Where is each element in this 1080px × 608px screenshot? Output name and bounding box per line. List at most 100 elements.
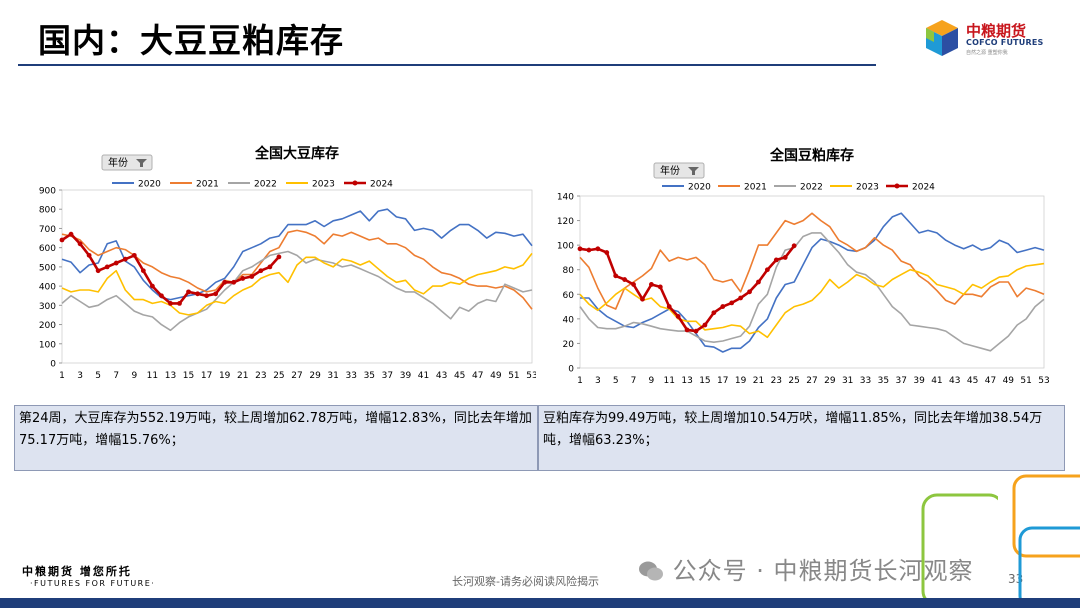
year-filter-label: 年份 [108, 156, 128, 169]
logo-brand-en: COFCO FUTURES [966, 38, 1044, 47]
company-logo: 中粮期货 COFCO FUTURES 自然之源 重塑你我 [922, 18, 1052, 62]
legend-label: 2024 [370, 180, 393, 190]
plot-area [61, 189, 533, 364]
x-tick-label: 29 [824, 376, 836, 386]
data-point-2024 [276, 254, 282, 260]
y-tick-label: 0 [50, 360, 56, 370]
x-tick-label: 9 [131, 371, 137, 381]
x-tick-label: 25 [788, 376, 799, 386]
x-tick-label: 43 [436, 371, 447, 381]
legend-label: 2020 [138, 180, 161, 190]
x-tick-label: 23 [255, 371, 266, 381]
x-tick-label: 1 [59, 371, 65, 381]
y-tick-label: 200 [39, 321, 56, 331]
y-tick-label: 700 [39, 225, 56, 235]
year-filter-label: 年份 [660, 164, 680, 177]
data-point-2024 [675, 314, 681, 319]
x-tick-label: 17 [201, 371, 212, 381]
x-tick-label: 39 [400, 371, 412, 381]
data-point-2024 [249, 274, 255, 279]
legend-label: 2022 [800, 183, 823, 193]
series-line-2020 [580, 212, 1045, 353]
x-tick-label: 23 [771, 376, 782, 386]
legend-item: 2023 [286, 180, 335, 190]
x-tick-label: 47 [985, 376, 996, 386]
soymeal-inventory-chart: 全国豆粕库存 年份 2020 2021 2022 2023 2024 0 20 40 60 80 100… [540, 130, 1062, 405]
x-tick-label: 31 [327, 371, 338, 381]
x-tick-label: 7 [631, 376, 637, 386]
footer-bar [0, 598, 1080, 608]
y-tick-label: 900 [39, 187, 56, 197]
year-filter-button[interactable]: 年份 [653, 162, 705, 179]
x-tick-label: 7 [113, 371, 119, 381]
decorative-corner-graphic-2 [1012, 474, 1080, 602]
legend-item: 2022 [228, 180, 277, 190]
y-tick-label: 40 [563, 315, 575, 325]
data-point-2024 [702, 322, 708, 328]
data-point-2024 [791, 243, 797, 249]
data-point-2024 [222, 279, 228, 285]
legend-item: 2020 [662, 183, 711, 193]
y-tick-label: 120 [557, 217, 574, 227]
data-point-2024 [747, 289, 752, 295]
data-point-2024 [773, 257, 779, 263]
soymeal-note: 豆粕库存为99.49万吨，较上周增加10.54万吠，增幅11.85%，同比去年增… [538, 405, 1065, 471]
x-tick-label: 27 [291, 371, 302, 381]
legend-item: 2022 [774, 183, 823, 193]
year-filter-button[interactable]: 年份 [101, 154, 153, 171]
legend-label: 2024 [912, 183, 935, 193]
series-line-2023 [579, 262, 1045, 339]
x-tick-label: 45 [967, 376, 978, 386]
legend-item: 2024 [344, 180, 393, 190]
data-point-2024 [693, 328, 699, 334]
page-title: 国内：大豆豆粕库存 [38, 21, 344, 60]
data-point-2024 [149, 283, 155, 289]
x-tick-label: 47 [472, 371, 483, 381]
series-line-2021 [579, 212, 1045, 310]
footer-brand: 中粮期货 增您所托 [22, 565, 132, 578]
series-line-2021 [61, 229, 533, 310]
x-tick-label: 3 [595, 376, 601, 386]
data-point-2024 [711, 310, 717, 316]
y-tick-label: 800 [39, 206, 56, 216]
x-tick-label: 37 [382, 371, 393, 381]
soybean-inventory-chart: 全国大豆库存 年份 2020 2021 2022 2023 2024 0 100 200 300 40… [14, 130, 536, 405]
data-point-2024 [113, 260, 119, 266]
decorative-corner-graphic [921, 493, 998, 600]
x-tick-label: 21 [753, 376, 764, 386]
x-tick-label: 13 [681, 376, 692, 386]
y-tick-label: 0 [568, 365, 574, 375]
x-tick-label: 9 [649, 376, 655, 386]
x-tick-label: 43 [949, 376, 960, 386]
title-divider [18, 64, 876, 66]
data-point-2024 [595, 246, 601, 252]
data-point-2024 [59, 237, 65, 243]
x-tick-label: 29 [309, 371, 321, 381]
data-point-2024 [756, 279, 761, 285]
series-line-2022 [61, 250, 533, 332]
data-point-2024 [577, 246, 583, 252]
x-tick-label: 5 [95, 371, 101, 381]
x-tick-label: 1 [577, 376, 583, 386]
y-tick-label: 500 [39, 263, 56, 273]
series-line-2024 [579, 245, 796, 333]
x-tick-label: 53 [526, 371, 536, 381]
x-tick-label: 35 [878, 376, 889, 386]
y-tick-label: 80 [563, 266, 575, 276]
chart-title: 全国豆粕库存 [769, 147, 854, 164]
x-tick-label: 37 [896, 376, 907, 386]
x-tick-label: 25 [273, 371, 284, 381]
filter-icon [136, 159, 147, 167]
x-tick-label: 13 [165, 371, 176, 381]
x-tick-label: 49 [1003, 376, 1015, 386]
series-line-2022 [579, 232, 1045, 352]
data-point-2024 [764, 267, 770, 273]
x-tick-label: 51 [508, 371, 519, 381]
logo-slogan: 自然之源 重塑你我 [966, 50, 1008, 56]
x-tick-label: 17 [717, 376, 728, 386]
y-tick-label: 100 [39, 340, 56, 350]
data-point-2024 [140, 268, 146, 274]
x-tick-label: 5 [613, 376, 619, 386]
